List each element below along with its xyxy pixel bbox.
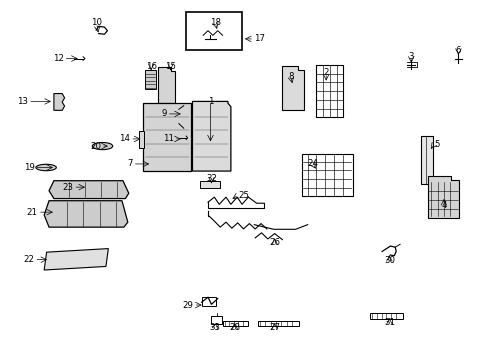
Text: 12: 12 (53, 54, 63, 63)
Text: 8: 8 (287, 72, 293, 81)
Bar (420, 136, 432, 184)
Bar (316, 64, 343, 117)
Polygon shape (158, 67, 175, 103)
Text: 30: 30 (383, 256, 394, 265)
Bar (301, 154, 352, 196)
Text: 26: 26 (268, 238, 280, 247)
Bar (138, 131, 144, 148)
Text: 22: 22 (23, 255, 34, 264)
Text: 14: 14 (119, 134, 130, 143)
Text: 23: 23 (62, 183, 73, 192)
Polygon shape (192, 102, 230, 171)
Ellipse shape (36, 164, 56, 171)
Text: 7: 7 (127, 159, 132, 168)
Bar (369, 313, 402, 319)
Polygon shape (44, 249, 108, 270)
Text: 18: 18 (209, 18, 221, 27)
Bar (211, 316, 222, 324)
Text: 24: 24 (306, 159, 317, 168)
Text: 25: 25 (238, 190, 249, 199)
Text: 33: 33 (209, 323, 221, 332)
Text: 17: 17 (254, 35, 264, 44)
Text: 10: 10 (91, 18, 102, 27)
Text: 6: 6 (455, 46, 460, 55)
Text: 2: 2 (323, 68, 328, 77)
Text: 16: 16 (145, 62, 156, 71)
Text: 3: 3 (407, 52, 413, 61)
Text: 11: 11 (163, 134, 174, 143)
Polygon shape (282, 66, 303, 111)
Text: 15: 15 (165, 62, 176, 71)
Text: 5: 5 (433, 140, 439, 149)
Text: 9: 9 (161, 109, 166, 118)
Text: 13: 13 (17, 97, 28, 106)
Text: 20: 20 (90, 141, 101, 150)
Bar (200, 181, 220, 188)
Text: 21: 21 (27, 208, 38, 217)
Polygon shape (54, 94, 64, 111)
Bar (186, 12, 242, 50)
Text: 19: 19 (23, 163, 34, 172)
Text: 27: 27 (268, 323, 280, 332)
Polygon shape (427, 176, 458, 217)
Bar (144, 70, 155, 89)
Polygon shape (49, 181, 128, 199)
Polygon shape (44, 201, 127, 227)
Text: 1: 1 (207, 97, 213, 106)
Bar (175, 109, 188, 123)
Text: 32: 32 (205, 174, 217, 183)
Bar (258, 321, 299, 327)
Polygon shape (143, 103, 191, 171)
Text: 29: 29 (182, 301, 193, 310)
Text: 31: 31 (383, 318, 394, 327)
Bar (223, 321, 248, 327)
Text: 28: 28 (229, 323, 240, 332)
Text: 4: 4 (440, 201, 446, 210)
Bar (201, 297, 216, 306)
Ellipse shape (92, 143, 113, 150)
